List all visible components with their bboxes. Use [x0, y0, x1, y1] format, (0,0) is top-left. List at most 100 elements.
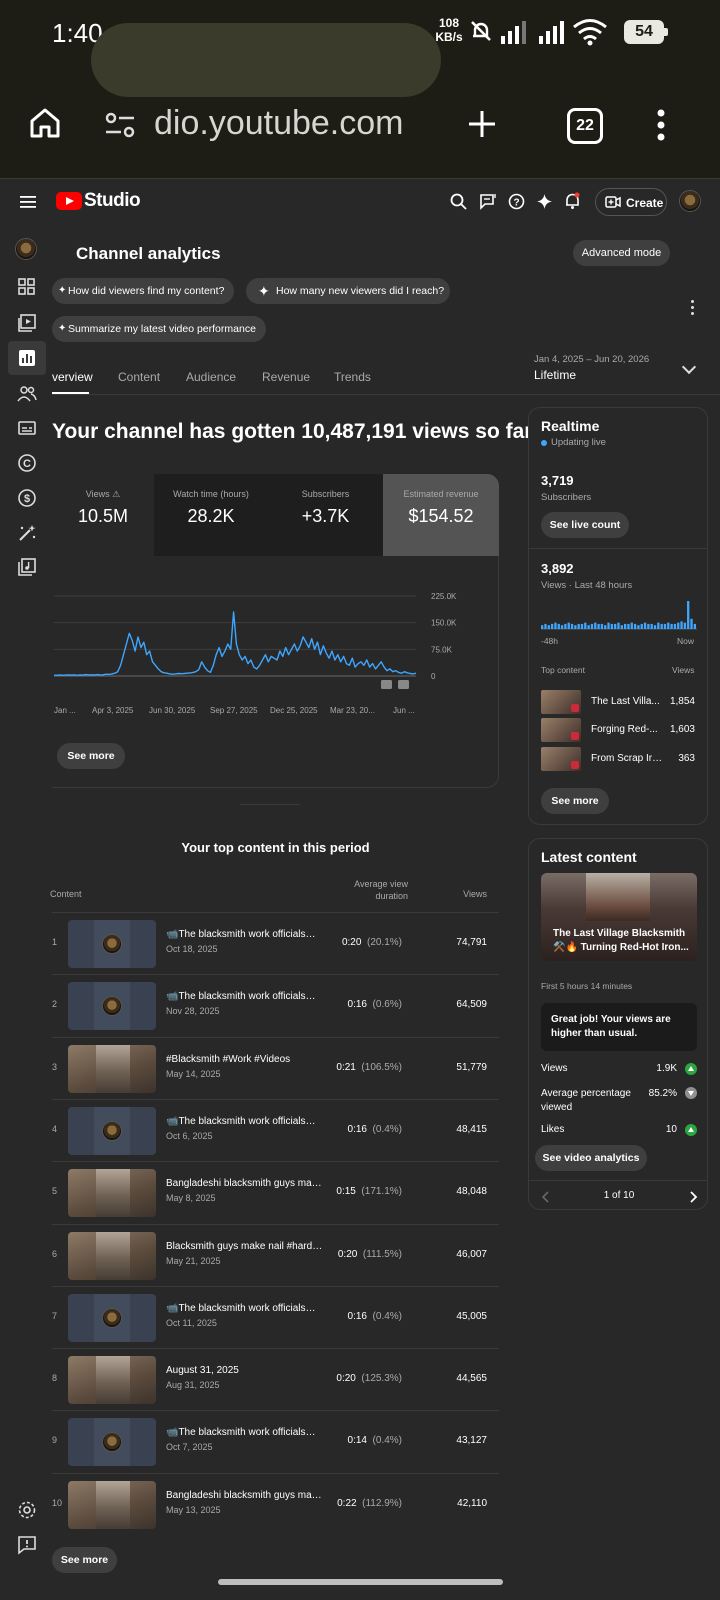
- realtime-bar[interactable]: [693, 623, 696, 629]
- search-icon[interactable]: [450, 193, 467, 210]
- video-title[interactable]: 📹The blacksmith work officials🥇 i...: [166, 1115, 326, 1127]
- table-row[interactable]: 9 📹The blacksmith work officials🥇 i... Oct…: [52, 1410, 499, 1472]
- video-title[interactable]: August 31, 2025: [166, 1365, 239, 1377]
- video-thumbnail[interactable]: [68, 1106, 156, 1155]
- realtime-bar[interactable]: [673, 623, 677, 629]
- chevron-down-icon[interactable]: [681, 359, 697, 375]
- realtime-bar[interactable]: [623, 623, 627, 629]
- realtime-bar[interactable]: [570, 623, 574, 629]
- realtime-bar[interactable]: [567, 622, 570, 629]
- chip-find-content[interactable]: ✦ How did viewers find my content?: [52, 278, 234, 304]
- realtime-bar[interactable]: [597, 623, 600, 629]
- chip-new-viewers[interactable]: ✦ How many new viewers did I reach?: [246, 278, 450, 304]
- realtime-bar[interactable]: [547, 625, 550, 629]
- bell-icon[interactable]: [564, 192, 581, 210]
- home-icon[interactable]: [28, 106, 62, 140]
- sparkle-icon[interactable]: [536, 193, 553, 210]
- gesture-nav-bar[interactable]: [218, 1579, 503, 1585]
- realtime-bar[interactable]: [653, 625, 657, 629]
- date-range[interactable]: Jan 4, 2025 – Jun 20, 2026: [534, 354, 650, 365]
- video-thumbnail[interactable]: [68, 1356, 156, 1405]
- chip-summarize[interactable]: ✦ Summarize my latest video performance: [52, 316, 266, 342]
- video-thumbnail[interactable]: [68, 1044, 156, 1093]
- realtime-bar[interactable]: [620, 625, 623, 629]
- video-title[interactable]: 📹The blacksmith work officials🥇 i...: [166, 1302, 326, 1314]
- analytics-icon[interactable]: [17, 348, 37, 368]
- video-title[interactable]: 📹The blacksmith work officials🥇 i...: [166, 929, 326, 940]
- realtime-bar[interactable]: [610, 623, 614, 629]
- see-more-button[interactable]: See more: [541, 788, 609, 814]
- new-tab-icon[interactable]: [466, 108, 498, 140]
- video-thumbnail[interactable]: [68, 1418, 156, 1467]
- realtime-bar[interactable]: [657, 622, 660, 629]
- realtime-bar[interactable]: [541, 625, 544, 629]
- browser-menu-icon[interactable]: [656, 108, 666, 142]
- tab-switcher-button[interactable]: 22: [567, 108, 603, 144]
- tab-content[interactable]: Content: [118, 370, 161, 384]
- table-row[interactable]: 8 August 31, 2025 Aug 31, 2025 0:20 (125.3%…: [52, 1348, 499, 1410]
- copyright-icon[interactable]: C: [17, 453, 37, 473]
- metric-views[interactable]: Views ⚠ 10.5M: [52, 474, 154, 556]
- channel-avatar[interactable]: [15, 238, 37, 260]
- account-avatar[interactable]: [679, 190, 701, 212]
- realtime-bar[interactable]: [630, 622, 633, 629]
- video-marker-icon[interactable]: [381, 680, 392, 689]
- help-icon[interactable]: ?: [508, 193, 525, 210]
- url-text[interactable]: dio.youtube.com: [154, 104, 404, 142]
- feedback-icon[interactable]: [479, 193, 497, 210]
- realtime-item[interactable]: From Scrap Iro... 363: [541, 747, 696, 773]
- table-row[interactable]: 2 📹The blacksmith work officials🥇 i... Nov…: [52, 974, 499, 1036]
- settings-icon[interactable]: [17, 1500, 37, 1520]
- realtime-bar[interactable]: [647, 623, 650, 629]
- table-row[interactable]: 4 📹The blacksmith work officials🥇 i... Oct…: [52, 1098, 499, 1161]
- video-title[interactable]: 📹The blacksmith work officials🥇 i...: [166, 991, 326, 1003]
- latest-video-thumbnail[interactable]: [541, 873, 697, 961]
- realtime-bar[interactable]: [550, 623, 554, 629]
- realtime-bar[interactable]: [580, 623, 584, 629]
- realtime-bar[interactable]: [680, 621, 683, 629]
- realtime-item[interactable]: Forging Red-... 1,603: [541, 718, 696, 744]
- realtime-bar[interactable]: [614, 623, 617, 629]
- chevron-right-icon[interactable]: [688, 1191, 698, 1203]
- realtime-bar[interactable]: [640, 623, 643, 629]
- realtime-bar[interactable]: [587, 625, 590, 629]
- realtime-bar[interactable]: [574, 625, 577, 629]
- video-thumbnail[interactable]: [68, 1231, 156, 1280]
- video-title[interactable]: 📹The blacksmith work officials🥇 i...: [166, 1427, 326, 1439]
- address-bar[interactable]: [91, 23, 441, 97]
- audio-library-icon[interactable]: [17, 557, 37, 577]
- video-title[interactable]: Bangladeshi blacksmith guys make ...: [166, 1178, 326, 1190]
- advanced-mode-button[interactable]: Advanced mode: [573, 240, 670, 266]
- video-title[interactable]: #Blacksmith #Work #Videos: [166, 1053, 291, 1065]
- video-title[interactable]: Blacksmith guys make nail #hardw...: [166, 1240, 326, 1252]
- views-series-line[interactable]: [54, 611, 417, 677]
- realtime-bar[interactable]: [577, 623, 580, 629]
- see-video-analytics-button[interactable]: See video analytics: [535, 1145, 647, 1171]
- realtime-bar[interactable]: [667, 622, 670, 629]
- period-selector[interactable]: Lifetime: [534, 368, 577, 382]
- metric-watch-time[interactable]: Watch time (hours) 28.2K: [154, 474, 268, 556]
- table-row[interactable]: 5 Bangladeshi blacksmith guys make ... May…: [52, 1161, 499, 1223]
- see-more-button[interactable]: See more: [57, 743, 125, 769]
- realtime-bar[interactable]: [584, 622, 587, 629]
- realtime-bar[interactable]: [617, 622, 620, 629]
- views-chart[interactable]: 225.0K 150.0K 75.0K 0 Jan ... Apr 3, 2025 Jun …: [52, 588, 499, 718]
- send-feedback-icon[interactable]: [17, 1535, 37, 1555]
- menu-icon[interactable]: [20, 196, 36, 208]
- realtime-bar[interactable]: [663, 623, 667, 629]
- table-row[interactable]: 6 Blacksmith guys make nail #hardw... May …: [52, 1223, 499, 1286]
- table-row[interactable]: 10 Bangladeshi blacksmith guys make ... Ma…: [52, 1472, 499, 1535]
- realtime-bar[interactable]: [633, 623, 637, 629]
- earn-icon[interactable]: $: [17, 488, 37, 508]
- metric-subscribers[interactable]: Subscribers +3.7K: [268, 474, 383, 556]
- table-row[interactable]: 7 📹The blacksmith work officials🥇 i... Oct…: [52, 1285, 499, 1348]
- realtime-bar[interactable]: [594, 622, 597, 629]
- video-thumbnail[interactable]: [68, 982, 156, 1031]
- realtime-bar[interactable]: [660, 623, 663, 629]
- studio-logo-text[interactable]: Studio: [84, 190, 141, 211]
- realtime-bar[interactable]: [560, 625, 564, 629]
- realtime-bar[interactable]: [643, 622, 647, 629]
- see-live-count-button[interactable]: See live count: [541, 512, 629, 538]
- more-options-icon[interactable]: [691, 300, 695, 316]
- community-icon[interactable]: [17, 384, 37, 404]
